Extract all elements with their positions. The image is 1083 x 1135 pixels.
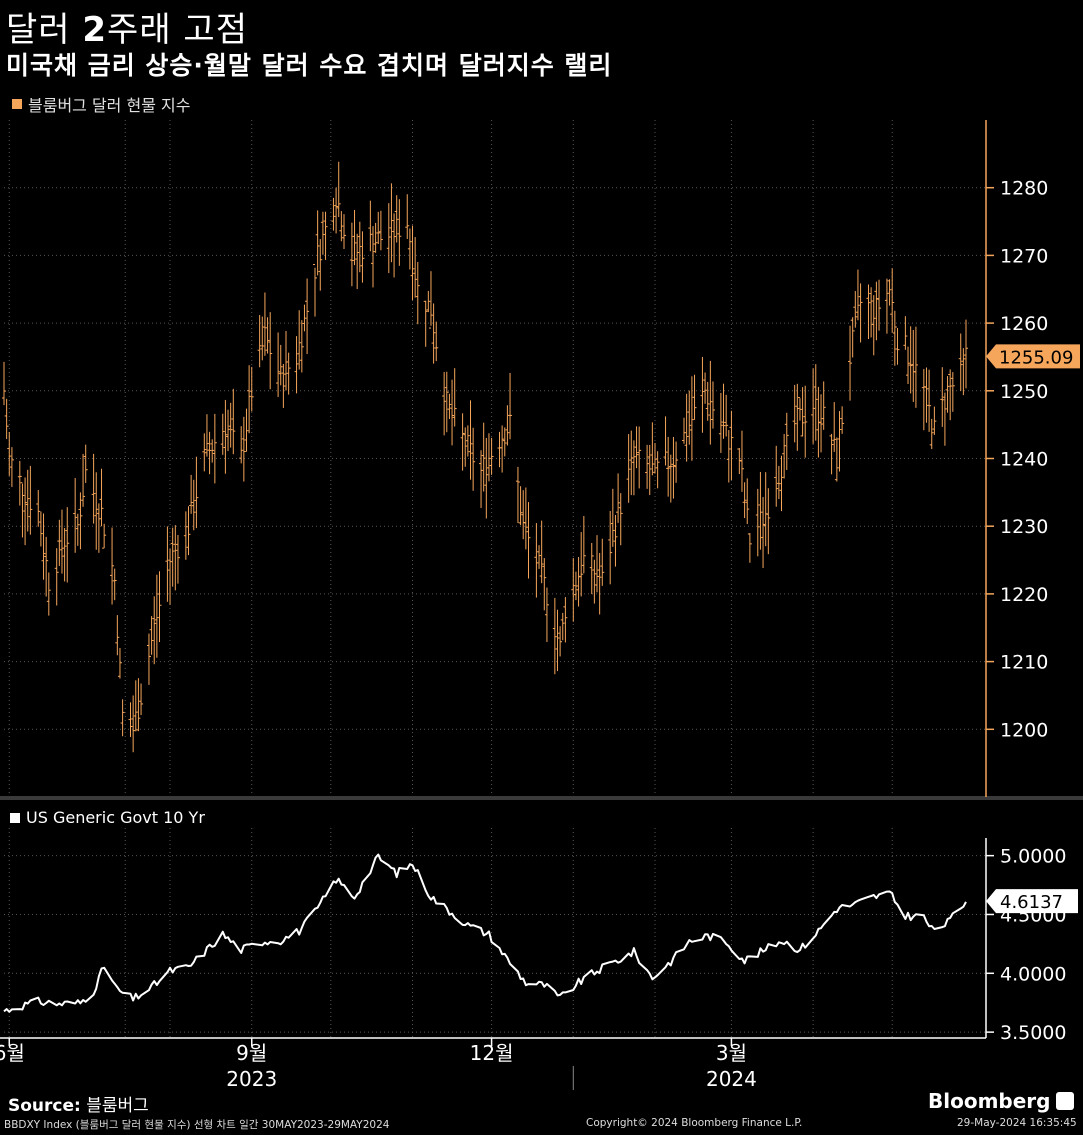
dollar-legend-swatch [12, 99, 22, 109]
dollar-y-tick-label: 1270 [1000, 245, 1048, 267]
x-month-label: 6월 [0, 1041, 25, 1065]
dollar-y-tick-label: 1210 [1000, 652, 1048, 674]
x-year-label: 2023 [226, 1067, 277, 1091]
footer-copyright: Copyright© 2024 Bloomberg Finance L.P. [586, 1117, 803, 1129]
yield-y-tick-label: 3.5000 [1000, 1022, 1066, 1044]
brand-logo: Bloomberg [928, 1089, 1075, 1113]
yield-legend: US Generic Govt 10 Yr [10, 808, 205, 827]
dollar-y-tick-label: 1220 [1000, 584, 1048, 606]
bloomberg-logo-icon [1056, 1092, 1075, 1110]
dollar-index-legend: 블룸버그 달러 현물 지수 [12, 92, 190, 116]
panel-divider [0, 796, 1083, 800]
yield-last-value-label: 4.6137 [1000, 892, 1063, 913]
series-layer [2, 161, 968, 1013]
yield-legend-swatch [10, 812, 20, 823]
dollar-y-tick-label: 1230 [1000, 516, 1048, 538]
dollar-last-value-label: 1255.09 [999, 347, 1073, 368]
x-year-label: 2024 [706, 1067, 757, 1091]
chart-subtitle: 미국채 금리 상승·월말 달러 수요 겹치며 달러지수 랠리 [6, 51, 613, 80]
panel-separator [0, 796, 1083, 800]
chart-title: 달러 2주래 고점 [6, 10, 248, 50]
yield-legend-label: US Generic Govt 10 Yr [26, 808, 205, 827]
yield-last-value-tag [986, 889, 1078, 914]
footer-chart-info: BBDXY Index (블룸버그 달러 현물 지수) 선형 차트 일간 30M… [4, 1119, 390, 1131]
x-month-label: 12월 [470, 1041, 514, 1065]
dollar-last-value-tag [986, 344, 1080, 369]
axis-layer: 1200 1210 1220 1230 1240 1250 1260 1270 1280 3.50… [0, 120, 1080, 1091]
dollar-legend-label: 블룸버그 달러 현물 지수 [28, 96, 191, 115]
yield-y-tick-label: 4.0000 [1000, 963, 1066, 985]
dollar-y-tick-label: 1250 [1000, 381, 1048, 403]
source-note: Source: 블룸버그 [8, 1096, 149, 1116]
grid-layer [4, 120, 986, 1038]
x-month-label: 3월 [716, 1041, 747, 1065]
dollar-y-tick-label: 1280 [1000, 178, 1048, 200]
yield-line [3, 853, 967, 1013]
yield-y-tick-label: 5.0000 [1000, 846, 1066, 868]
dollar-y-tick-label: 1240 [1000, 449, 1048, 471]
x-month-label: 9월 [236, 1041, 267, 1065]
footer-timestamp: 29-May-2024 16:35:45 [957, 1117, 1077, 1129]
dollar-y-tick-label: 1260 [1000, 313, 1048, 335]
dollar-y-tick-label: 1200 [1000, 719, 1048, 741]
